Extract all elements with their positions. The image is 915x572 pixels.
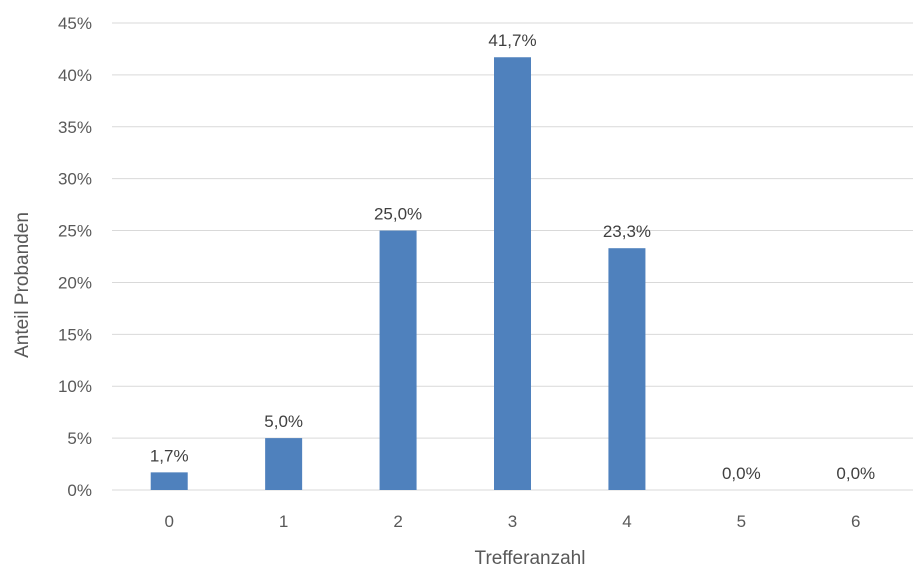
y-tick-label: 35% — [58, 118, 92, 137]
y-tick-label: 5% — [67, 429, 92, 448]
x-tick-label: 2 — [393, 512, 402, 531]
data-label-6: 0,0% — [836, 464, 875, 483]
data-labels: 1,7% 5,0% 25,0% 41,7% 23,3% 0,0% 0,0% — [150, 31, 875, 483]
data-label-2: 25,0% — [374, 205, 422, 224]
y-tick-label: 15% — [58, 325, 92, 344]
y-tick-label: 45% — [58, 14, 92, 33]
y-tick-label: 0% — [67, 481, 92, 500]
data-label-5: 0,0% — [722, 464, 761, 483]
x-tick-label: 3 — [508, 512, 517, 531]
y-tick-label: 40% — [58, 66, 92, 85]
bar-2 — [379, 230, 417, 491]
y-tick-label: 20% — [58, 273, 92, 292]
y-axis-title: Anteil Probanden — [12, 212, 33, 358]
y-tick-label: 25% — [58, 222, 92, 241]
x-tick-label: 5 — [737, 512, 746, 531]
y-tick-label: 30% — [58, 170, 92, 189]
y-axis-ticks: 0% 5% 10% 15% 20% 25% 30% 35% 40% 45% — [58, 14, 92, 500]
data-label-3: 41,7% — [488, 31, 536, 50]
x-tick-label: 4 — [622, 512, 631, 531]
x-tick-label: 0 — [164, 512, 173, 531]
bar-3 — [494, 57, 531, 490]
data-label-4: 23,3% — [603, 222, 651, 241]
bar-4 — [608, 248, 646, 490]
x-axis-title: Trefferanzahl — [475, 548, 586, 569]
data-label-1: 5,0% — [264, 412, 303, 431]
x-tick-label: 6 — [851, 512, 860, 531]
y-tick-label: 10% — [58, 377, 92, 396]
bars — [150, 57, 646, 491]
x-axis-ticks: 0 1 2 3 4 5 6 — [164, 512, 860, 531]
bar-1 — [265, 438, 303, 490]
data-label-0: 1,7% — [150, 446, 189, 465]
x-tick-label: 1 — [279, 512, 288, 531]
bar-0 — [150, 472, 188, 490]
